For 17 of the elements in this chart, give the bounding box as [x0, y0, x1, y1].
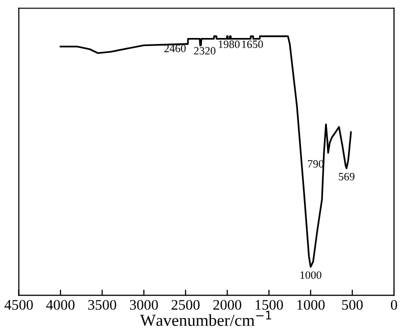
annotation: 569 [338, 172, 354, 180]
annotation: 1000 [300, 271, 322, 279]
annotation: 1980 [218, 40, 240, 48]
x-tick-label: 4500 [4, 300, 33, 310]
x-tick-label: 2000 [213, 300, 242, 310]
annotation: 2320 [194, 47, 216, 55]
x-tick-label: 1500 [256, 300, 283, 310]
x-axis-title: Wavenumber/cm$^{−1}$ [140, 310, 272, 326]
x-tick-label: 4000 [46, 300, 75, 310]
x-tick-label: 3500 [88, 300, 116, 310]
annotation: 2460 [164, 44, 186, 52]
x-tick-label: 3000 [130, 300, 158, 310]
x-tick-label: 500 [342, 300, 363, 310]
x-tick-label: 1000 [297, 300, 325, 310]
annotation: 1650 [242, 40, 263, 48]
x-tick-label: 2500 [172, 300, 200, 310]
x-tick-label: 0 [390, 300, 398, 310]
